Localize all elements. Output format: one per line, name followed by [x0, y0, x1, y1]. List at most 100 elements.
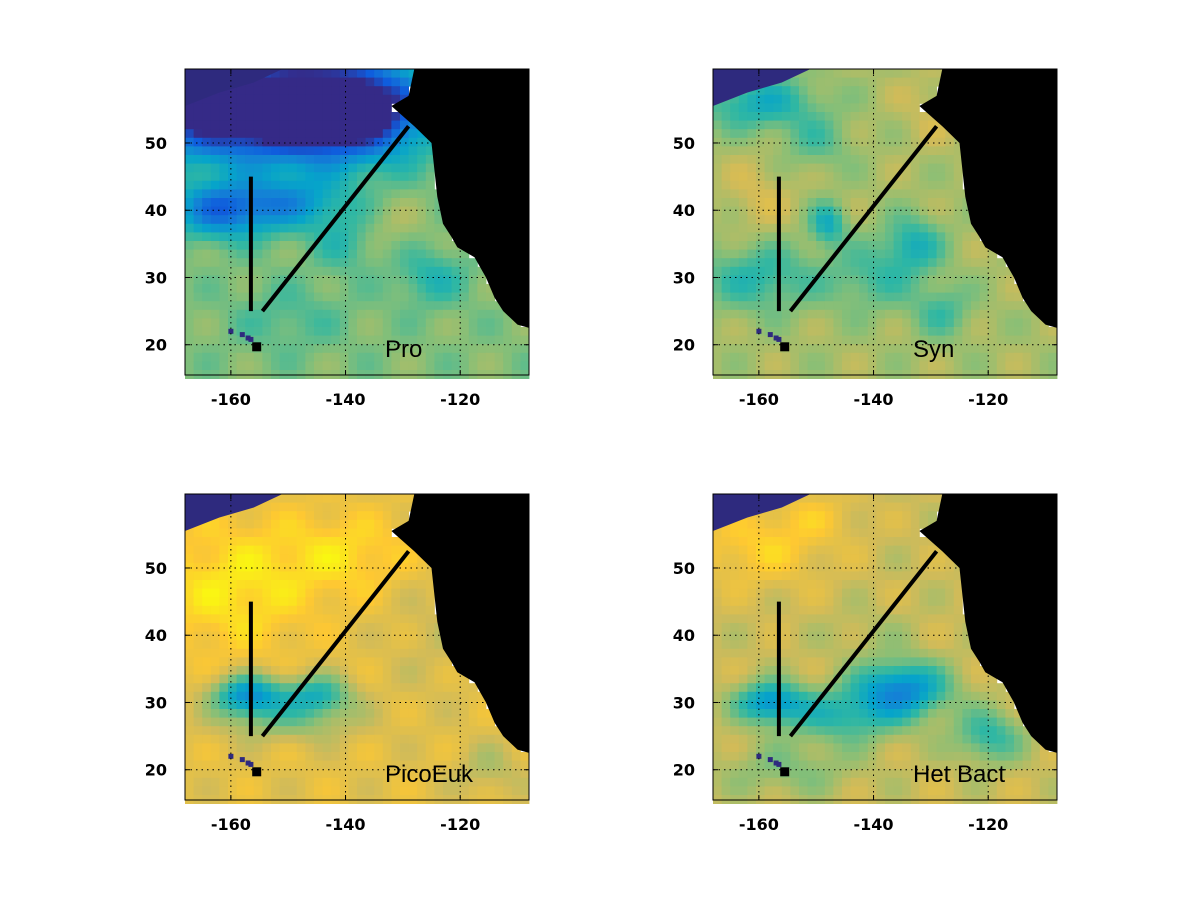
- heat-cell: [357, 232, 366, 242]
- heat-cell: [279, 120, 289, 130]
- heat-cell: [790, 223, 800, 233]
- heat-cell: [219, 614, 229, 624]
- heat-cell: [850, 657, 860, 667]
- heat-cell: [790, 691, 800, 701]
- heat-cell: [781, 275, 791, 285]
- heat-cell: [374, 605, 384, 615]
- heat-cell: [253, 232, 263, 242]
- heat-cell: [824, 189, 834, 199]
- heat-cell: [713, 666, 722, 675]
- heat-cell: [477, 786, 487, 796]
- heat-cell: [228, 335, 237, 345]
- heat-cell: [185, 206, 194, 216]
- heat-cell: [867, 309, 877, 319]
- heat-cell: [721, 249, 731, 259]
- heat-cell: [902, 734, 912, 744]
- heat-cell: [764, 103, 774, 113]
- heat-cell: [756, 301, 765, 311]
- heat-cell: [773, 743, 783, 753]
- heat-cell: [764, 301, 774, 311]
- heat-cell: [902, 180, 912, 190]
- heat-cell: [919, 335, 929, 345]
- heat-cell: [996, 292, 1006, 302]
- heat-cell: [885, 112, 894, 121]
- heat-cell: [781, 309, 791, 319]
- heat-cell: [193, 648, 203, 658]
- heat-cell: [408, 760, 418, 770]
- heat-cell: [859, 249, 869, 259]
- heat-cell: [219, 198, 229, 207]
- heat-cell: [807, 266, 817, 276]
- heat-cell: [365, 760, 375, 770]
- heat-cell: [185, 623, 194, 632]
- heat-cell: [867, 344, 877, 354]
- heat-cell: [279, 777, 289, 787]
- heat-cell: [443, 769, 452, 779]
- heat-cell: [331, 537, 341, 546]
- heat-cell: [477, 709, 487, 718]
- heat-cell: [713, 640, 722, 650]
- heat-cell: [885, 777, 894, 787]
- heat-cell: [365, 155, 375, 164]
- heat-cell: [400, 717, 409, 727]
- heat-cell: [1005, 266, 1015, 276]
- heat-cell: [747, 580, 757, 589]
- heat-cell: [876, 146, 886, 156]
- heat-cell: [279, 752, 289, 761]
- heat-cell: [357, 284, 366, 293]
- x-tick-label: -160: [211, 815, 251, 834]
- heat-cell: [228, 726, 237, 736]
- heat-cell: [850, 614, 860, 624]
- heat-cell: [262, 284, 272, 293]
- heat-cell: [382, 726, 392, 736]
- heat-cell: [807, 241, 817, 250]
- heat-cell: [867, 301, 877, 311]
- heat-cell: [1005, 760, 1015, 770]
- heat-cell: [893, 258, 903, 268]
- heat-cell: [305, 734, 315, 744]
- heat-cell: [331, 700, 341, 710]
- heat-cell: [910, 266, 920, 276]
- heat-cell: [314, 301, 323, 311]
- heat-cell: [305, 597, 315, 607]
- heat-cell: [790, 760, 800, 770]
- heat-cell: [331, 519, 341, 529]
- heat-cell: [322, 249, 332, 259]
- heat-cell: [279, 494, 289, 503]
- heat-cell: [902, 597, 912, 607]
- heat-cell: [799, 327, 808, 336]
- heat-cell: [253, 562, 263, 572]
- heat-cell: [876, 743, 886, 753]
- heat-cell: [764, 666, 774, 675]
- heat-cell: [850, 112, 860, 121]
- heat-cell: [262, 163, 272, 173]
- heat-cell: [477, 361, 487, 371]
- heat-cell: [747, 258, 757, 268]
- heat-cell: [271, 537, 280, 546]
- heat-cell: [824, 528, 834, 538]
- heat-cell: [876, 760, 886, 770]
- heat-cell: [842, 554, 851, 564]
- heat-cell: [348, 223, 358, 233]
- heat-cell: [919, 258, 929, 268]
- heat-cell: [885, 588, 894, 598]
- heat-cell: [288, 786, 298, 796]
- heat-cell: [979, 275, 989, 285]
- heat-cell: [988, 284, 998, 293]
- heat-cell: [279, 94, 289, 104]
- heatmap-field: [713, 69, 1058, 379]
- heat-cell: [434, 769, 444, 779]
- heat-cell: [781, 502, 791, 512]
- heat-cell: [236, 137, 246, 147]
- heat-cell: [425, 361, 435, 371]
- heat-cell: [365, 545, 375, 555]
- heat-cell: [816, 519, 826, 529]
- heat-cell: [451, 318, 461, 328]
- heat-cell: [996, 309, 1006, 319]
- heat-cell: [738, 163, 748, 173]
- heat-cell: [434, 249, 444, 259]
- heat-cell: [807, 180, 817, 190]
- heat-cell: [288, 232, 298, 242]
- heat-cell: [434, 709, 444, 718]
- heat-cell: [322, 284, 332, 293]
